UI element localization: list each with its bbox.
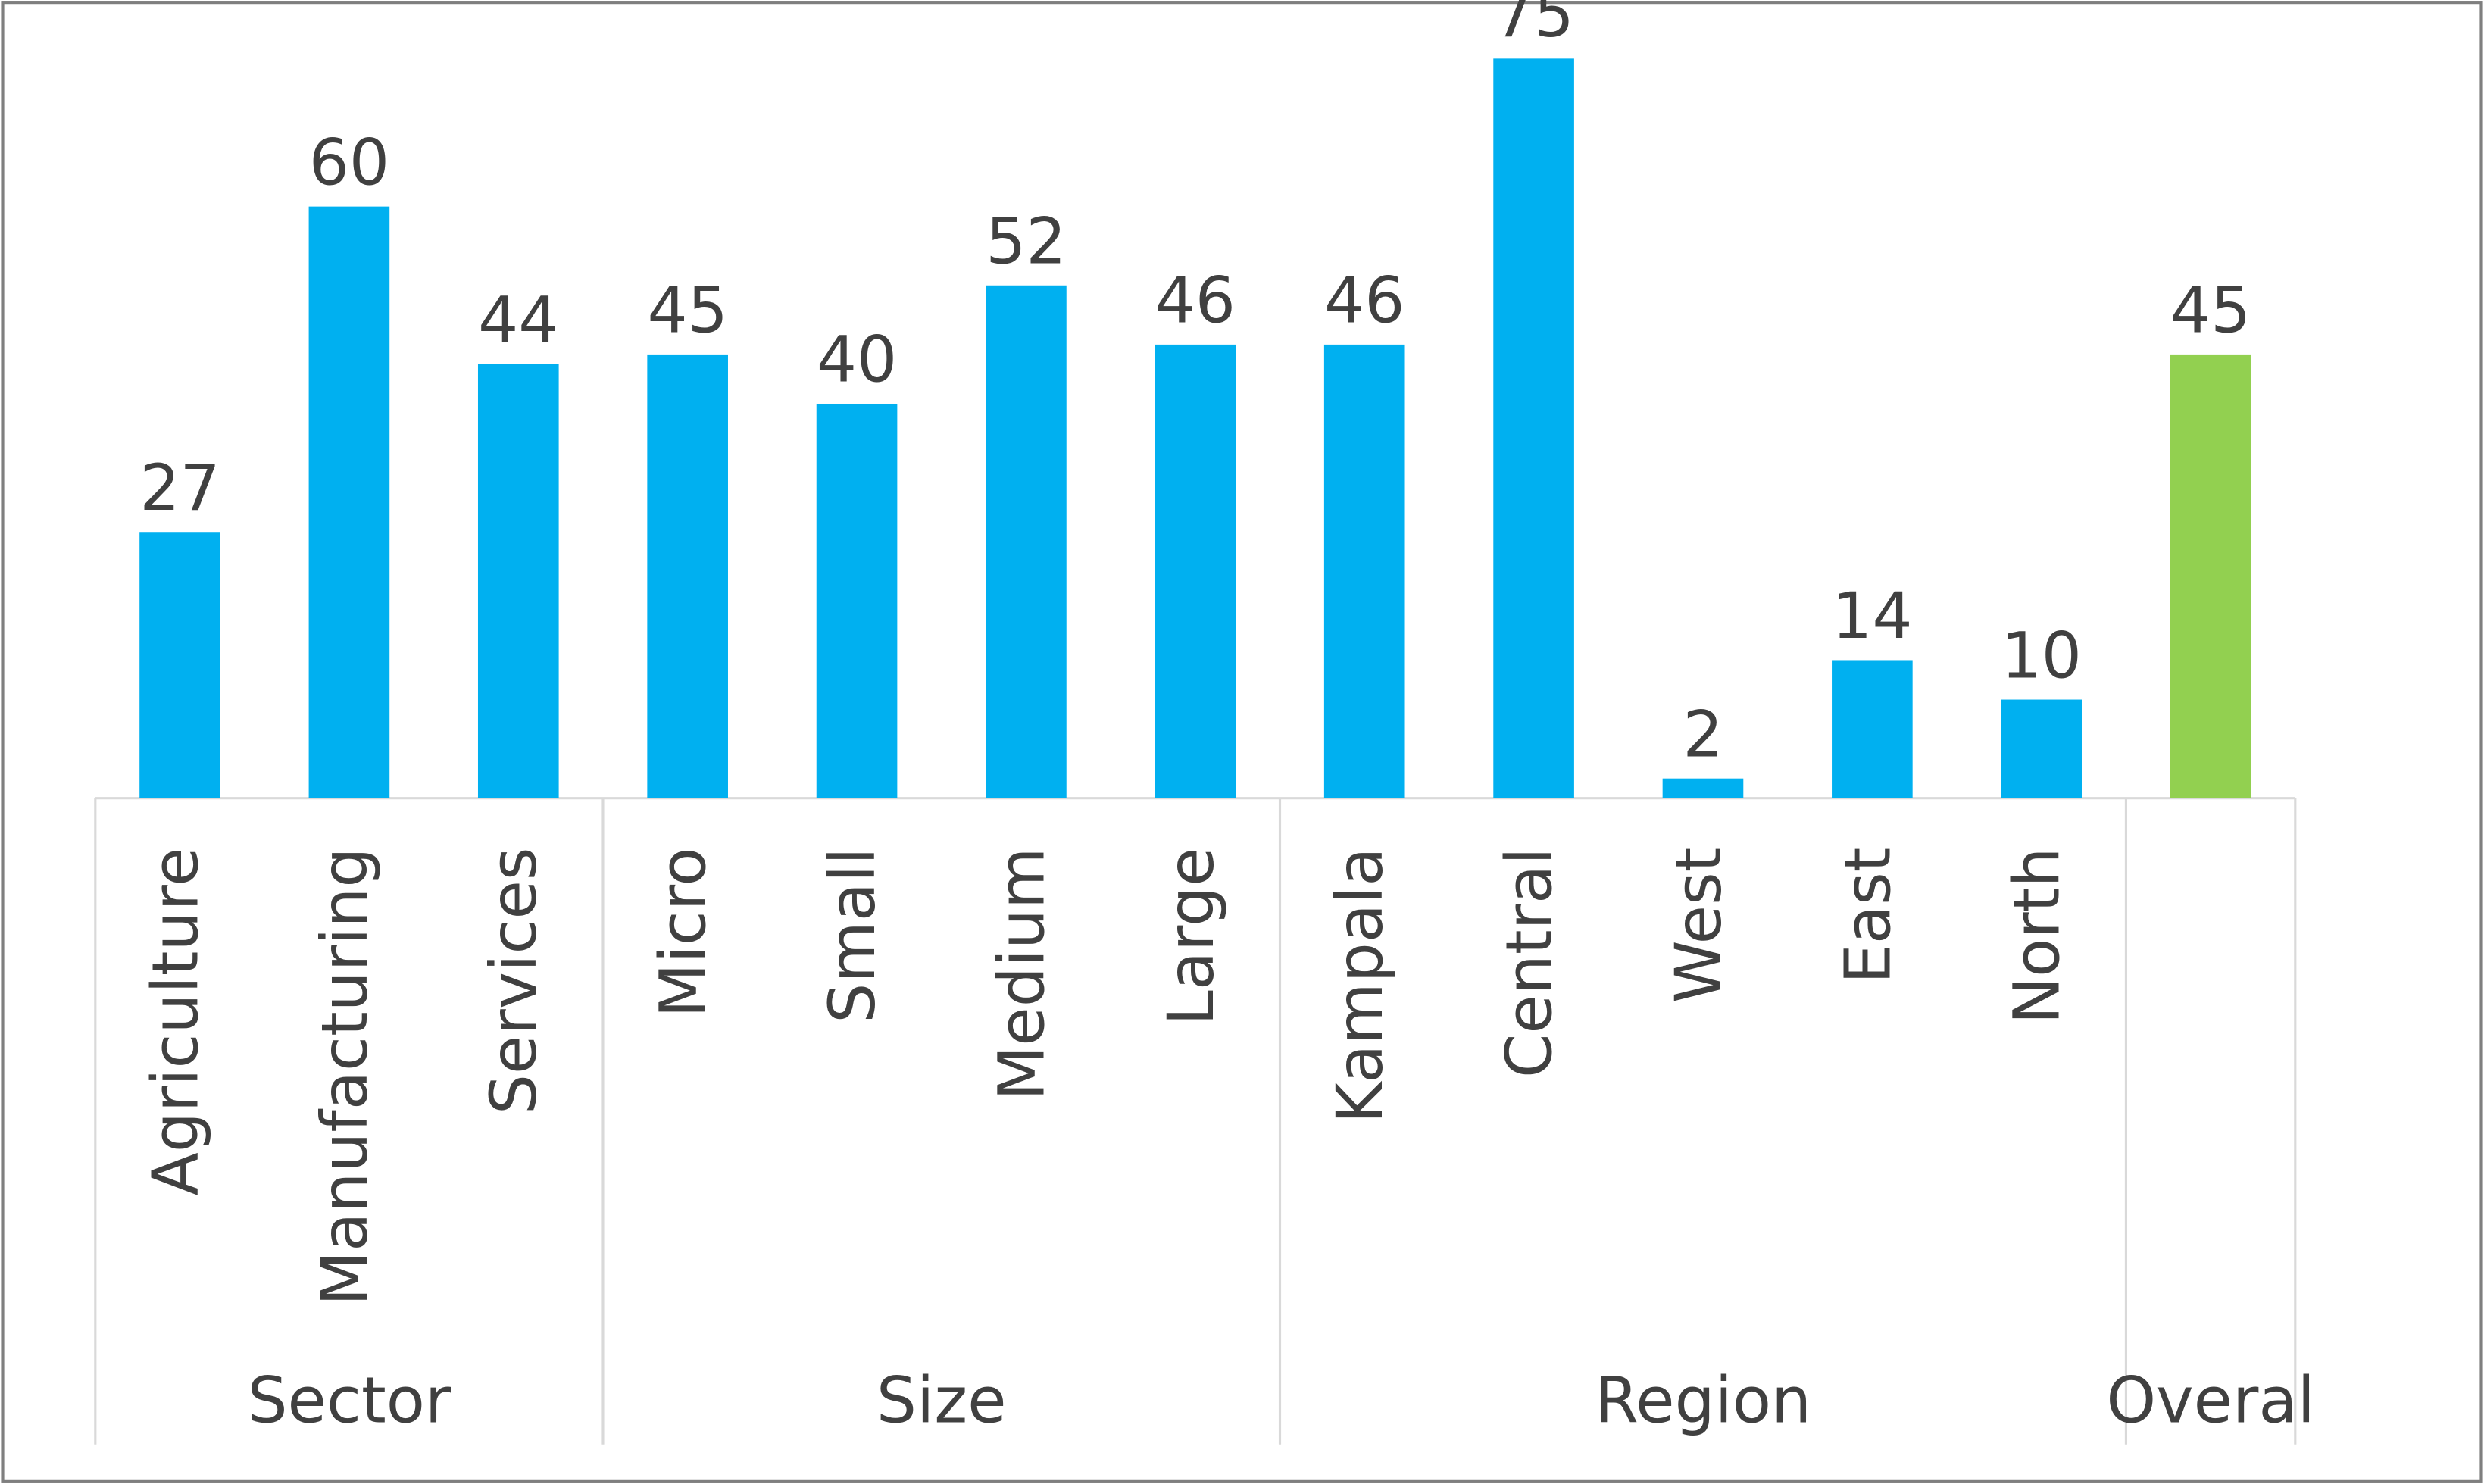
data-label: 27 [139,451,220,525]
group-label: Size [876,1363,1007,1437]
data-label: 10 [2001,618,2082,692]
bar [1832,660,1913,798]
x-tick-label: Kampala [1323,848,1397,1124]
x-tick-label: West [1661,848,1736,1004]
bar [986,285,1067,798]
bar [2170,354,2251,798]
bar [1323,344,1405,798]
data-label: 14 [1832,579,1912,653]
x-tick-label: Micro [646,848,720,1018]
bar [647,354,728,798]
x-tick-label: Central [1492,848,1567,1078]
x-tick-label: Medium [984,848,1058,1101]
x-tick-label: Small [815,848,889,1023]
data-label: 2 [1683,697,1723,771]
x-tick-label: East [1830,848,1904,984]
bar [816,403,898,798]
data-label: 40 [817,323,897,397]
bar [1493,58,1574,798]
data-label: 52 [986,205,1066,279]
group-label: Overal [2106,1363,2315,1437]
x-tick-label: Agriculture [138,848,212,1196]
bar [1662,778,1744,798]
bar [1155,344,1236,798]
group-label: Region [1595,1363,1811,1437]
data-label: 46 [1155,264,1236,338]
bar [308,206,390,798]
data-label: 75 [1493,0,1573,52]
x-tick-label: Large [1154,848,1228,1026]
group-label: Sector [248,1363,451,1437]
data-label: 45 [647,273,727,348]
data-label: 46 [1324,264,1404,338]
x-tick-label: North [2000,848,2074,1025]
data-label: 45 [2170,273,2251,348]
bar [139,532,220,798]
x-tick-label: Services [476,848,551,1115]
bar [477,364,559,798]
bar [2001,699,2082,798]
data-label: 60 [309,125,389,199]
data-label: 44 [478,283,558,358]
x-tick-label: Manufacturing [308,848,382,1306]
